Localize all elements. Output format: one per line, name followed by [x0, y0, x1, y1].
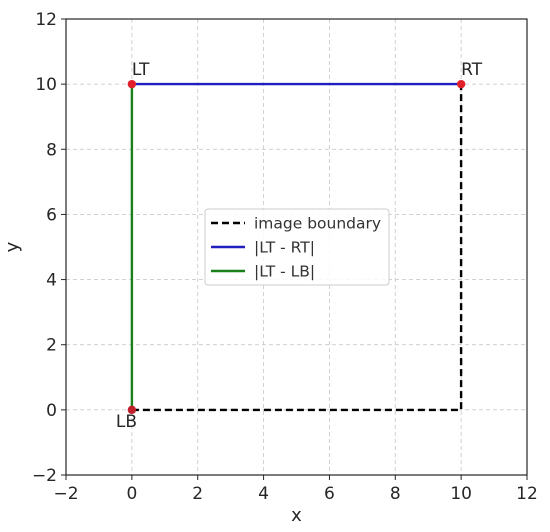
marker-layer: LT RT LB	[116, 60, 483, 432]
x-tick-label: 8	[390, 484, 401, 504]
marker-lt	[127, 79, 137, 89]
y-tick-label: 8	[46, 140, 57, 160]
y-tick-label: 12	[35, 10, 57, 30]
plot-frame	[65, 18, 528, 476]
y-tick-label: 0	[46, 401, 57, 421]
y-axis-label: y	[2, 241, 23, 252]
annotation-lb: LB	[116, 412, 137, 432]
legend-label-image-boundary: image boundary	[254, 215, 381, 233]
tick-layer: −2 0 2 4 6 8 10 12 −2 0 2 4 6 8 10 12	[32, 10, 538, 504]
annotation-rt: RT	[461, 60, 483, 80]
legend-label-lt-rt: |LT - RT|	[254, 239, 315, 257]
marker-rt	[456, 79, 466, 89]
legend: image boundary |LT - RT| |LT - LB|	[204, 208, 390, 286]
x-axis-label: x	[291, 505, 302, 526]
x-tick-label: 12	[516, 484, 538, 504]
y-tick-label: 6	[46, 205, 57, 225]
marker-lb	[127, 405, 137, 415]
x-tick-label: 4	[258, 484, 269, 504]
x-tick-label: 0	[126, 484, 137, 504]
x-tick-label: 2	[192, 484, 203, 504]
annotation-lt: LT	[132, 60, 150, 80]
legend-label-lt-lb: |LT - LB|	[254, 263, 315, 281]
y-tick-label: 4	[46, 271, 57, 291]
y-tick-label: 10	[35, 75, 57, 95]
series-layer	[130, 82, 463, 412]
x-tick-label: −2	[53, 484, 78, 504]
y-tick-label: 2	[46, 336, 57, 356]
legend-box	[204, 208, 390, 286]
x-tick-label: 6	[324, 484, 335, 504]
x-tick-label: 10	[450, 484, 472, 504]
y-tick-label: −2	[32, 466, 57, 486]
